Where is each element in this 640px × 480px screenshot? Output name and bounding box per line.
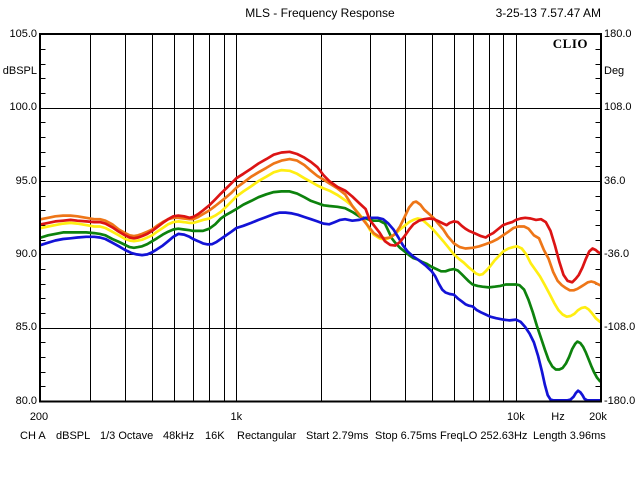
y-left-unit-label: dBSPL bbox=[2, 64, 37, 77]
chart-title: MLS - Frequency Response bbox=[245, 6, 395, 20]
green-trace bbox=[39, 190, 602, 383]
y-right-tick-label: 36.0 bbox=[604, 174, 626, 187]
x-tick-label: 200 bbox=[29, 411, 49, 423]
status-item: dBSPL bbox=[56, 430, 91, 442]
y-right-tick-label: -108.0 bbox=[604, 321, 636, 334]
status-item: Length 3.96ms bbox=[533, 430, 606, 442]
y-right-unit-label: Deg bbox=[604, 64, 625, 77]
y-right-tick-label: -36.0 bbox=[604, 247, 630, 260]
status-item: Stop 6.75ms bbox=[375, 430, 437, 442]
status-item: CH A bbox=[20, 430, 46, 442]
y-left-tick-label: 90.0 bbox=[15, 247, 37, 260]
red-trace bbox=[39, 150, 602, 284]
status-item: 16K bbox=[205, 430, 225, 442]
clio-logo: CLIO bbox=[552, 36, 588, 51]
x-tick-label: 20k bbox=[589, 411, 607, 423]
timestamp: 3-25-13 7.57.47 AM bbox=[495, 6, 601, 20]
status-item: Start 2.79ms bbox=[306, 430, 369, 442]
status-item: 1/3 Octave bbox=[100, 430, 154, 442]
y-left-tick-label: 95.0 bbox=[15, 174, 37, 187]
y-left-tick-label: 100.0 bbox=[9, 101, 37, 114]
y-right-tick-label: 108.0 bbox=[604, 101, 632, 114]
status-item: 48kHz bbox=[163, 430, 195, 442]
x-tick-label: Hz bbox=[551, 411, 565, 423]
status-item: FreqLO 252.63Hz bbox=[440, 430, 528, 442]
orange-trace bbox=[39, 157, 602, 292]
y-left-tick-label: 85.0 bbox=[15, 321, 37, 334]
y-left-tick-label: 80.0 bbox=[15, 394, 37, 407]
y-right-tick-label: -180.0 bbox=[604, 394, 636, 407]
x-tick-label: 1k bbox=[230, 411, 243, 423]
x-tick-label: 10k bbox=[506, 411, 525, 423]
y-left-tick-label: 105.0 bbox=[9, 28, 37, 40]
y-right-tick-label: 180.0 bbox=[604, 28, 632, 40]
status-item: Rectangular bbox=[237, 430, 297, 442]
blue-trace bbox=[39, 211, 602, 402]
